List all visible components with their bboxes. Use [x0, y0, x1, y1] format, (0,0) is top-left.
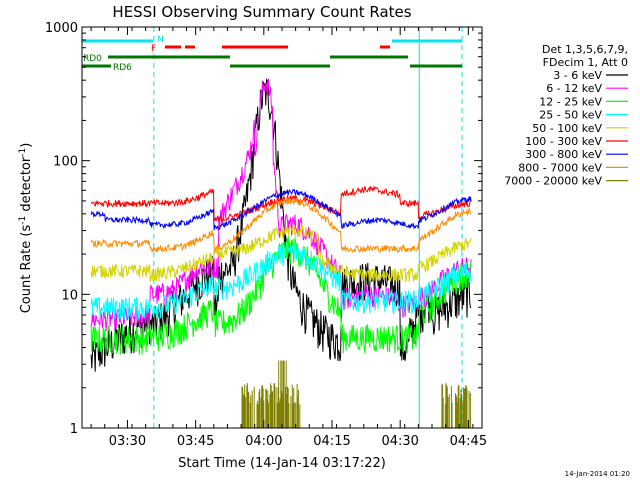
y-tick-label: 1000	[45, 21, 78, 36]
legend-entry-label: 100 - 300 keV	[525, 135, 602, 148]
rd6-flag-label: RD6	[113, 63, 132, 73]
legend-entry-label: 3 - 6 keV	[553, 69, 602, 82]
timestamp: 14-Jan-2014 01:20	[565, 470, 630, 478]
legend-entry-label: 7000 - 20000 keV	[504, 175, 602, 188]
legend-entry-label: 800 - 7000 keV	[518, 161, 602, 174]
legend: Det 1,3,5,6,7,9,FDecim 1, Att 03 - 6 keV…	[504, 43, 628, 188]
flare-flag-label: F	[151, 44, 156, 54]
x-tick-label: 04:30	[381, 434, 418, 449]
legend-entry-label: 25 - 50 keV	[539, 109, 602, 122]
series-300-800-kev	[90, 188, 472, 231]
y-tick-label: 10	[61, 288, 78, 303]
y-tick-label: 100	[53, 155, 78, 170]
legend-entry-label: 6 - 12 keV	[546, 82, 602, 95]
x-axis-label: Start Time (14-Jan-14 03:17:22)	[178, 456, 386, 471]
legend-entry-label: 12 - 25 keV	[539, 95, 602, 108]
x-tick-label: 03:30	[109, 434, 146, 449]
series-6-12-kev	[90, 78, 472, 332]
legend-title-line: Det 1,3,5,6,7,9,	[542, 43, 628, 56]
y-tick-label: 1	[70, 422, 78, 437]
x-tick-label: 04:45	[450, 434, 487, 449]
series-800-7000-kev	[90, 196, 472, 254]
legend-entry-label: 50 - 100 keV	[532, 122, 602, 135]
series-7000-20000-kev	[241, 360, 471, 428]
series-25-50-kev	[90, 242, 472, 320]
legend-title-line: FDecim 1, Att 0	[543, 56, 628, 69]
series-50-100-kev	[90, 224, 472, 283]
x-tick-label: 04:00	[245, 434, 282, 449]
rd0-flag-label: RD0	[83, 54, 102, 64]
chart-title: HESSI Observing Summary Count Rates	[112, 3, 411, 21]
night-flag-label: N	[157, 35, 164, 45]
x-tick-label: 03:45	[177, 434, 214, 449]
legend-entry-label: 300 - 800 keV	[525, 148, 602, 161]
y-axis-label: Count Rate (s-1 detector-1)	[18, 143, 34, 314]
x-tick-label: 04:15	[313, 434, 350, 449]
